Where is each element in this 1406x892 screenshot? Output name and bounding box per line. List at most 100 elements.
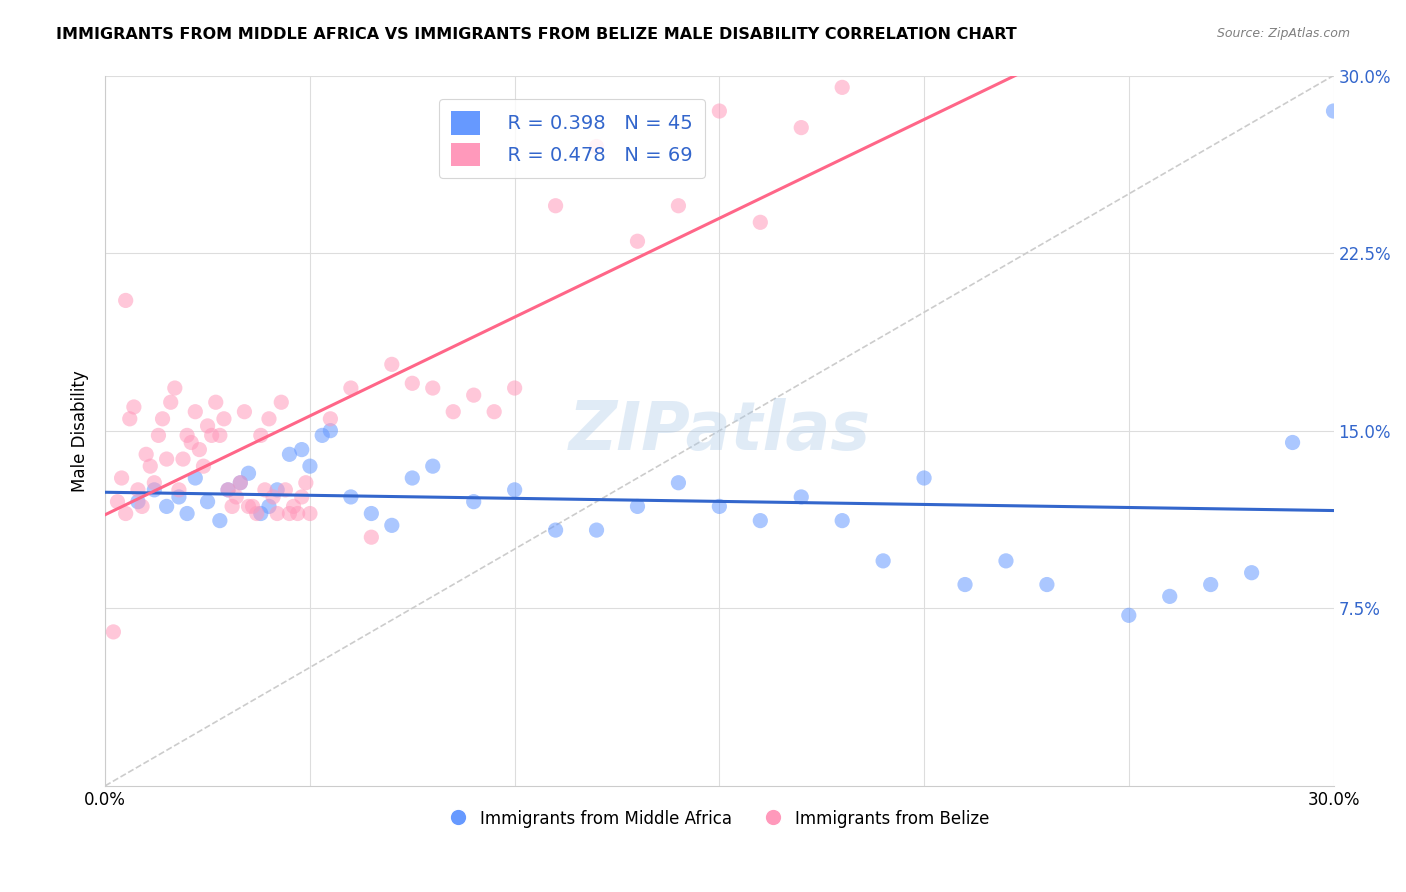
- Point: [257, 412, 280, 426]
- Point: [790, 490, 813, 504]
- Point: [167, 490, 190, 504]
- Point: [257, 500, 280, 514]
- Point: [790, 120, 813, 135]
- Point: [1322, 103, 1344, 118]
- Point: [401, 376, 423, 391]
- Point: [311, 428, 333, 442]
- Point: [208, 428, 231, 442]
- Point: [156, 452, 179, 467]
- Point: [270, 395, 292, 409]
- Point: [544, 523, 567, 537]
- Point: [156, 500, 179, 514]
- Point: [208, 514, 231, 528]
- Point: [143, 483, 166, 497]
- Point: [291, 490, 314, 504]
- Point: [668, 199, 690, 213]
- Point: [122, 400, 145, 414]
- Point: [278, 507, 301, 521]
- Point: [872, 554, 894, 568]
- Point: [229, 475, 252, 490]
- Point: [176, 507, 198, 521]
- Point: [441, 405, 464, 419]
- Point: [295, 475, 318, 490]
- Point: [238, 467, 260, 481]
- Point: [184, 405, 207, 419]
- Point: [709, 500, 731, 514]
- Point: [143, 475, 166, 490]
- Point: [163, 381, 186, 395]
- Point: [127, 483, 149, 497]
- Point: [298, 459, 321, 474]
- Point: [1199, 577, 1222, 591]
- Point: [262, 490, 284, 504]
- Point: [197, 418, 219, 433]
- Point: [233, 405, 256, 419]
- Point: [381, 357, 404, 371]
- Point: [1036, 577, 1059, 591]
- Point: [253, 483, 276, 497]
- Point: [668, 475, 690, 490]
- Point: [246, 507, 269, 521]
- Point: [585, 139, 607, 153]
- Legend: Immigrants from Middle Africa, Immigrants from Belize: Immigrants from Middle Africa, Immigrant…: [443, 803, 995, 834]
- Point: [176, 428, 198, 442]
- Point: [1240, 566, 1263, 580]
- Point: [503, 381, 526, 395]
- Point: [114, 507, 136, 521]
- Point: [152, 412, 174, 426]
- Point: [482, 405, 505, 419]
- Point: [180, 435, 202, 450]
- Point: [139, 459, 162, 474]
- Point: [463, 494, 485, 508]
- Point: [135, 447, 157, 461]
- Point: [131, 500, 153, 514]
- Point: [188, 442, 211, 457]
- Point: [201, 428, 224, 442]
- Point: [221, 500, 243, 514]
- Text: IMMIGRANTS FROM MIDDLE AFRICA VS IMMIGRANTS FROM BELIZE MALE DISABILITY CORRELAT: IMMIGRANTS FROM MIDDLE AFRICA VS IMMIGRA…: [56, 27, 1017, 42]
- Point: [266, 507, 288, 521]
- Point: [212, 412, 235, 426]
- Point: [266, 483, 288, 497]
- Point: [204, 395, 226, 409]
- Point: [298, 507, 321, 521]
- Point: [953, 577, 976, 591]
- Point: [381, 518, 404, 533]
- Point: [422, 381, 444, 395]
- Point: [118, 412, 141, 426]
- Point: [360, 507, 382, 521]
- Point: [274, 483, 297, 497]
- Point: [709, 103, 731, 118]
- Point: [1281, 435, 1303, 450]
- Point: [340, 381, 363, 395]
- Point: [172, 452, 194, 467]
- Y-axis label: Male Disability: Male Disability: [72, 370, 89, 491]
- Point: [249, 428, 271, 442]
- Point: [238, 500, 260, 514]
- Point: [994, 554, 1017, 568]
- Point: [831, 514, 853, 528]
- Point: [167, 483, 190, 497]
- Point: [360, 530, 382, 544]
- Point: [197, 494, 219, 508]
- Point: [831, 80, 853, 95]
- Point: [193, 459, 215, 474]
- Point: [103, 624, 125, 639]
- Point: [319, 424, 342, 438]
- Point: [626, 500, 648, 514]
- Point: [184, 471, 207, 485]
- Point: [319, 412, 342, 426]
- Point: [217, 483, 239, 497]
- Point: [503, 483, 526, 497]
- Point: [225, 490, 247, 504]
- Point: [1159, 590, 1181, 604]
- Point: [401, 471, 423, 485]
- Point: [463, 388, 485, 402]
- Point: [114, 293, 136, 308]
- Point: [107, 494, 129, 508]
- Point: [217, 483, 239, 497]
- Point: [242, 500, 264, 514]
- Point: [585, 523, 607, 537]
- Point: [291, 442, 314, 457]
- Text: Source: ZipAtlas.com: Source: ZipAtlas.com: [1216, 27, 1350, 40]
